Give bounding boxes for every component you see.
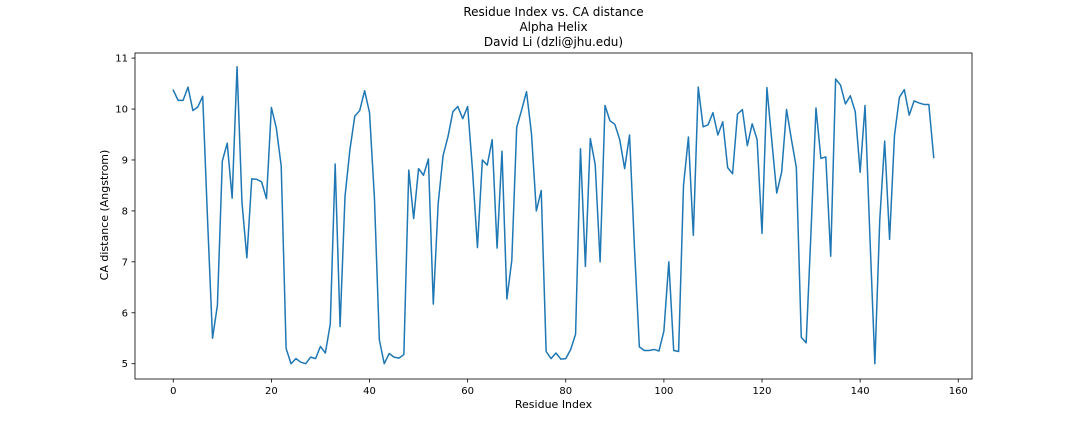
plot-frame (134, 52, 973, 380)
series-line (172, 66, 935, 365)
x-tick-label: 60 (461, 386, 474, 397)
chart-title: Residue Index vs. CA distance Alpha Heli… (463, 5, 643, 49)
y-tick-label: 11 (115, 54, 128, 65)
plot-area (134, 52, 973, 380)
x-tick-label: 80 (559, 386, 572, 397)
y-tick-label: 9 (122, 155, 128, 166)
x-tick-label: 40 (363, 386, 376, 397)
x-tick-label: 120 (752, 386, 771, 397)
chart-title-line-2: Alpha Helix (519, 20, 587, 34)
y-tick-label: 7 (122, 257, 128, 268)
chart-title-line-3: David Li (dzli@jhu.edu) (484, 35, 623, 49)
y-tick-label: 8 (122, 206, 128, 217)
x-axis-label: Residue Index (515, 398, 593, 411)
y-tick-label: 6 (122, 308, 128, 319)
y-axis-ticks: 5 6 7 8 9 10 11 (115, 54, 135, 370)
y-tick-label: 10 (115, 105, 128, 116)
x-axis-ticks: 0 20 40 60 80 100 120 140 160 (170, 379, 968, 397)
x-tick-label: 100 (654, 386, 673, 397)
chart-title-line-1: Residue Index vs. CA distance (463, 5, 643, 19)
x-tick-label: 20 (265, 386, 278, 397)
x-tick-label: 140 (851, 386, 870, 397)
x-tick-label: 160 (949, 386, 968, 397)
y-tick-label: 5 (122, 359, 128, 370)
x-tick-label: 0 (170, 386, 176, 397)
y-axis-label: CA distance (Angstrom) (98, 150, 111, 281)
